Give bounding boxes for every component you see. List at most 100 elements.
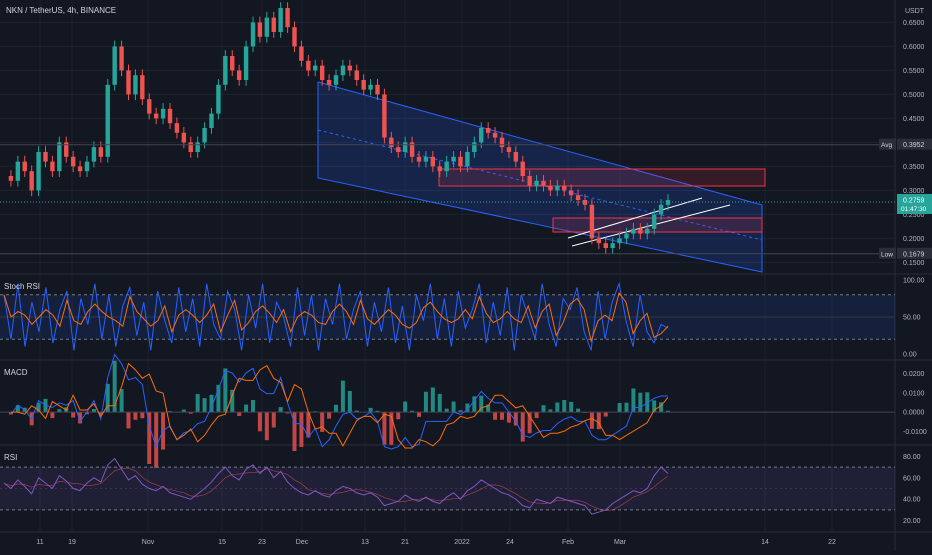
candle-body — [265, 18, 269, 37]
macd-histogram-bar — [369, 408, 373, 412]
macd-tick-label: 0.0100 — [903, 390, 925, 397]
candle-body — [78, 166, 82, 171]
price-tick-label: 0.1500 — [903, 260, 925, 267]
macd-histogram-bar — [452, 402, 456, 413]
macd-histogram-bar — [396, 412, 400, 419]
chart-header-symbol: NKN / TetherUS, 4h, BINANCE — [6, 6, 116, 15]
candle-body — [216, 85, 220, 114]
candle-body — [251, 22, 255, 46]
candle-body — [278, 8, 282, 32]
candle-body — [237, 70, 241, 80]
macd-histogram-bar — [203, 398, 207, 412]
rsi-tick-label: 80.00 — [903, 454, 921, 461]
macd-histogram-bar — [638, 393, 642, 412]
resistance-zone — [439, 169, 765, 186]
time-tick-label: 14 — [761, 539, 769, 546]
candle-body — [555, 186, 559, 191]
macd-histogram-bar — [327, 412, 331, 419]
candle-body — [327, 80, 331, 85]
candle-body — [458, 157, 462, 167]
candle-body — [161, 109, 165, 119]
macd-histogram-bar — [445, 409, 449, 412]
candle-body — [355, 70, 359, 80]
macd-histogram-bar — [535, 412, 539, 418]
candle-body — [195, 142, 199, 152]
macd-histogram-bar — [590, 412, 594, 429]
macd-histogram-bar — [265, 412, 269, 440]
candle-body — [576, 195, 580, 200]
macd-histogram-bar — [258, 412, 262, 431]
candle-body — [451, 157, 455, 162]
candle-body — [29, 171, 33, 190]
candle-body — [230, 56, 234, 70]
candle-body — [9, 176, 13, 181]
candle-body — [424, 157, 428, 162]
low-label: Low — [881, 251, 893, 258]
candle-body — [631, 229, 635, 234]
macd-histogram-bar — [528, 412, 532, 433]
candle-body — [500, 138, 504, 148]
candle-body — [313, 66, 317, 71]
candle-body — [99, 147, 103, 157]
candle-body — [624, 234, 628, 239]
candle-body — [368, 85, 372, 90]
candle-body — [361, 80, 365, 90]
current-price-value: 0.2759 — [903, 197, 925, 204]
candle-body — [244, 46, 248, 80]
candle-body — [403, 142, 407, 152]
macd-histogram-bar — [279, 407, 283, 412]
rsi-tick-label: 60.00 — [903, 475, 921, 482]
candle-body — [85, 162, 89, 172]
macd-histogram-bar — [133, 412, 137, 420]
time-tick-label: 11 — [36, 539, 43, 546]
candle-body — [417, 157, 421, 162]
macd-histogram-bar — [230, 390, 234, 412]
candle-body — [299, 46, 303, 60]
candle-body — [438, 166, 442, 171]
candle-body — [375, 85, 379, 95]
candle-body — [659, 205, 663, 215]
candle-body — [140, 75, 144, 99]
candle-body — [209, 114, 213, 128]
candle-body — [175, 123, 179, 133]
candle-body — [168, 109, 172, 123]
macd-histogram-bar — [431, 388, 435, 413]
macd-title: MACD — [4, 368, 28, 377]
candle-body — [645, 229, 649, 234]
time-tick-label: Feb — [562, 539, 574, 546]
candle-body — [569, 190, 573, 195]
candle-body — [514, 152, 518, 162]
candle-body — [320, 66, 324, 80]
candle-body — [341, 66, 345, 76]
macd-histogram-bar — [576, 409, 580, 412]
candle-body — [348, 66, 352, 71]
macd-histogram-bar — [417, 412, 421, 417]
candle-body — [527, 176, 531, 186]
macd-histogram-bar — [299, 412, 303, 447]
candle-body — [597, 238, 601, 243]
time-tick-label: 24 — [506, 539, 514, 546]
price-tick-label: 0.4500 — [903, 116, 925, 123]
candle-body — [562, 186, 566, 191]
candle-body — [493, 133, 497, 138]
macd-histogram-bar — [120, 389, 124, 412]
candle-body — [182, 133, 186, 143]
macd-tick-label: 0.0200 — [903, 371, 925, 378]
candle-body — [133, 75, 137, 94]
macd-histogram-bar — [604, 412, 608, 416]
candle-body — [479, 128, 483, 142]
candle-body — [154, 114, 158, 119]
candle-body — [590, 205, 594, 239]
macd-histogram-bar — [521, 412, 525, 441]
candle-body — [472, 142, 476, 152]
candle-body — [71, 157, 75, 167]
macd-histogram-bar — [493, 412, 497, 420]
price-tick-label: 0.5000 — [903, 92, 925, 99]
candle-body — [521, 162, 525, 176]
macd-histogram-bar — [140, 412, 144, 418]
candle-body — [652, 214, 656, 228]
candle-body — [306, 61, 310, 71]
macd-histogram-bar — [562, 400, 566, 412]
